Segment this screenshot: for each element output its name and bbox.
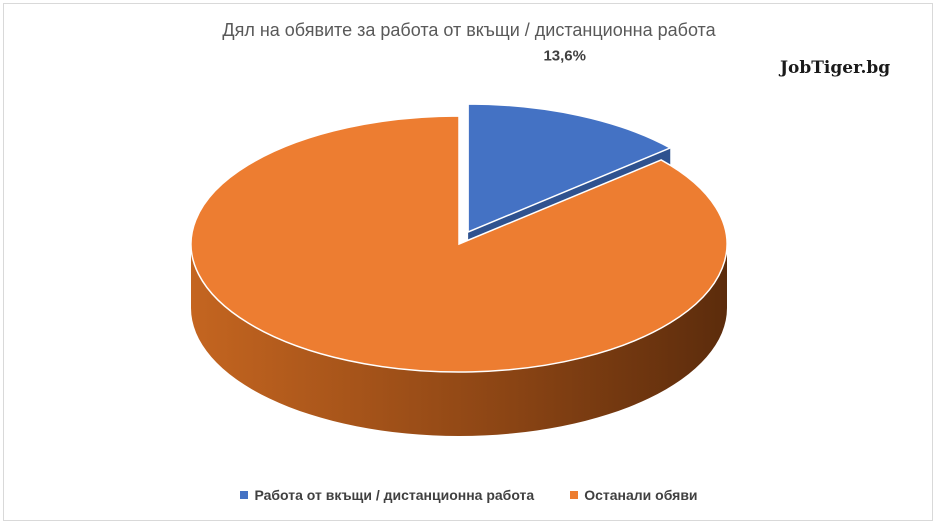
brand-watermark: JobTiger.bg [780,58,891,78]
pie-slice-0 [467,103,672,234]
legend-swatch-other [570,491,579,499]
legend-label-remote: Работа от вкъщи / дистанционна работа [254,487,535,503]
legend-swatch-remote [240,491,249,499]
pie-slice-side-1 [191,244,727,436]
data-label-0: 13,6% [543,48,586,65]
legend-item-remote: Работа от вкъщи / дистанционна работа [240,487,534,503]
legend-label-other: Останали обяви [584,487,698,503]
chart-legend: Работа от вкъщи / дистанционна работа Ос… [0,487,938,503]
chart-title: Дял на обявите за работа от вкъщи / дист… [222,20,716,40]
legend-item-other: Останали обяви [570,487,698,503]
pie-slice-1 [190,115,728,373]
